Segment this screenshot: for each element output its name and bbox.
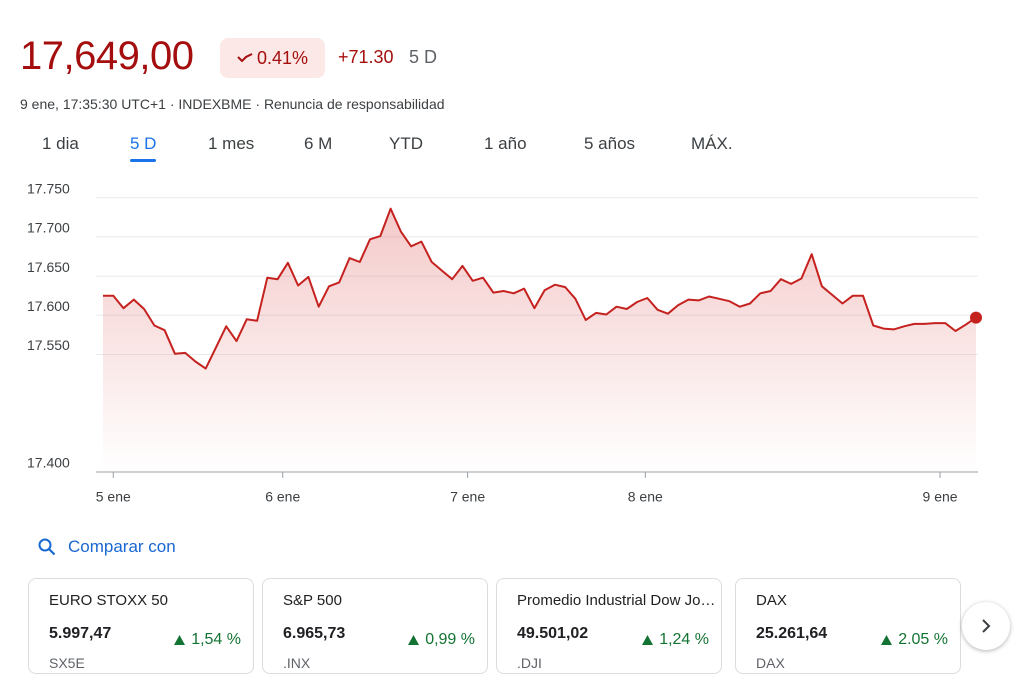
last-point — [970, 311, 982, 324]
card-ticker: SX5E — [49, 655, 85, 671]
range-tab[interactable]: 1 año — [484, 134, 527, 153]
card-ticker: .INX — [283, 655, 311, 671]
card-value: 5.997,47 — [49, 625, 112, 642]
card-ticker: DAX — [756, 655, 785, 671]
chevron-icon — [982, 619, 991, 633]
compare-card[interactable]: S&P 500 6.965,73 0,99 % .INX — [262, 578, 488, 674]
card-change-value: 1,54 % — [191, 631, 241, 648]
card-ticker: .DJI — [517, 655, 542, 671]
card-change: 2.05 % — [881, 631, 948, 649]
trend-icon — [237, 53, 253, 63]
range-tab[interactable]: MÁX. — [691, 134, 733, 153]
meta-line: 9 ene, 17:35:30 UTC+1 · INDEXBME · Renun… — [20, 96, 445, 112]
up-arrow — [642, 635, 654, 645]
card-change: 1,24 % — [642, 631, 709, 649]
card-change: 1,54 % — [174, 631, 241, 649]
card-change-value: 0,99 % — [425, 631, 475, 648]
range-tab[interactable]: 1 dia — [42, 134, 79, 153]
x-tick-label: 5 ene — [96, 489, 131, 505]
change-percent: 0.41% — [256, 47, 309, 68]
x-tick-label: 6 ene — [265, 489, 300, 505]
compare-button[interactable]: Comparar con — [38, 537, 176, 557]
range-tab[interactable]: 5 D — [130, 134, 157, 162]
change-absolute: +71.30 — [338, 47, 394, 67]
price-line — [103, 207, 977, 370]
up-arrow — [408, 635, 420, 645]
y-tick-label: 17.600 — [27, 298, 70, 314]
y-tick-label: 17.650 — [27, 259, 70, 275]
y-tick-label: 17.550 — [27, 337, 70, 353]
compare-card[interactable]: Promedio Industrial Dow Jones 49.501,02 1,… — [496, 578, 722, 674]
range-tab[interactable]: YTD — [389, 134, 423, 153]
card-value: 6.965,73 — [283, 625, 346, 642]
y-tick-label: 17.400 — [27, 455, 70, 471]
card-change-value: 1,24 % — [659, 631, 709, 648]
next-button[interactable] — [962, 602, 1010, 650]
card-name: Promedio Industrial Dow Jones — [517, 592, 717, 609]
up-arrow — [174, 635, 186, 645]
period: 5 D — [409, 47, 438, 67]
chart: 17.400 17.550 17.600 17.650 17.700 17.750 5 en… — [27, 180, 982, 505]
card-name: DAX — [756, 592, 787, 609]
card-name: S&P 500 — [283, 592, 342, 609]
y-tick-label: 17.700 — [27, 220, 70, 236]
change-pill: 0.41% — [220, 38, 325, 78]
compare-label: Comparar con — [68, 537, 176, 556]
range-tab[interactable]: 6 M — [304, 134, 333, 153]
card-value: 49.501,02 — [517, 625, 589, 642]
x-tick-label: 9 ene — [923, 489, 958, 505]
area-fill — [103, 208, 976, 472]
search-icon — [38, 538, 56, 556]
y-tick-label: 17.750 — [27, 180, 70, 196]
range-tab[interactable]: 5 años — [584, 134, 636, 153]
up-arrow — [881, 635, 893, 645]
x-tick-label: 8 ene — [628, 489, 663, 505]
range-tab[interactable]: 1 mes — [208, 134, 255, 153]
card-change-value: 2.05 % — [898, 631, 948, 648]
price: 17,649,00 — [20, 34, 194, 78]
card-value: 25.261,64 — [756, 625, 828, 642]
compare-card[interactable]: DAX 25.261,64 2.05 % DAX — [735, 578, 961, 674]
x-tick-label: 7 ene — [450, 489, 485, 505]
card-name: EURO STOXX 50 — [49, 592, 168, 609]
compare-card[interactable]: EURO STOXX 50 5.997,47 1,54 % SX5E — [28, 578, 254, 674]
card-change: 0,99 % — [408, 631, 475, 649]
